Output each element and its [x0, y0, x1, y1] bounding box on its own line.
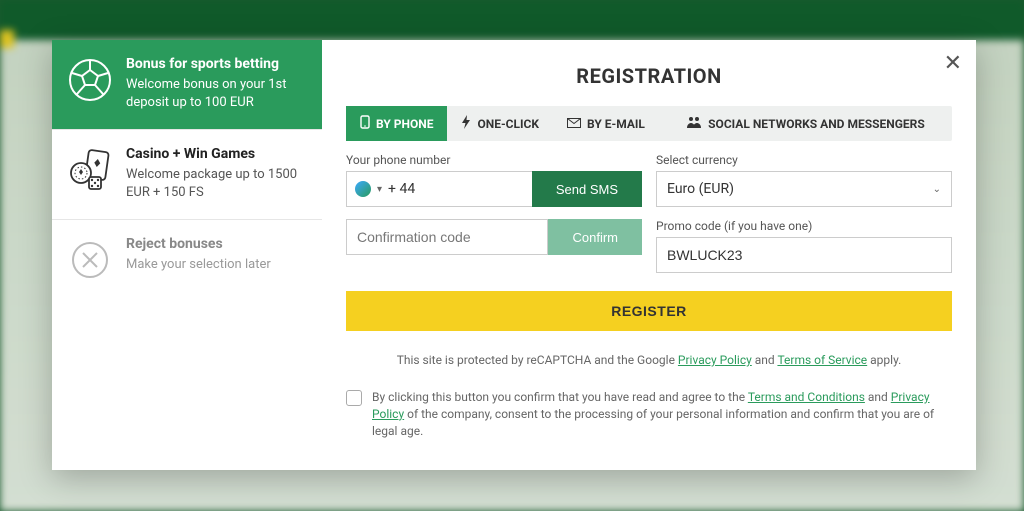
promo-code-input[interactable]: [656, 237, 952, 273]
bonus-card-casino[interactable]: Casino + Win Games Welcome package up to…: [52, 130, 322, 220]
bonus-title: Reject bonuses: [126, 236, 308, 252]
tab-label: BY PHONE: [376, 117, 433, 131]
tab-one-click[interactable]: ONE-CLICK: [447, 106, 553, 141]
registration-main: ✕ REGISTRATION BY PHONE ONE-CLICK BY E: [322, 40, 976, 470]
phone-label: Your phone number: [346, 153, 642, 167]
email-icon: [567, 117, 581, 131]
close-button[interactable]: ✕: [944, 50, 962, 76]
phone-icon: [360, 115, 370, 132]
bonus-title: Bonus for sports betting: [126, 56, 308, 72]
close-icon: ✕: [944, 50, 962, 75]
reject-icon: [66, 236, 114, 284]
lightning-icon: [461, 115, 471, 132]
phone-prefix-value: + 44: [388, 181, 415, 197]
tab-label: SOCIAL NETWORKS AND MESSENGERS: [708, 117, 925, 131]
tab-label: BY E-MAIL: [587, 117, 645, 131]
modal-heading: REGISTRATION: [346, 64, 952, 88]
currency-select[interactable]: Euro (EUR) ⌄: [656, 171, 952, 207]
bonus-card-reject[interactable]: Reject bonuses Make your selection later: [52, 220, 322, 302]
globe-icon: [355, 181, 371, 197]
recaptcha-notice: This site is protected by reCAPTCHA and …: [346, 353, 952, 367]
bonus-desc: Make your selection later: [126, 256, 308, 274]
agree-text: By clicking this button you confirm that…: [372, 389, 952, 439]
phone-country-selector[interactable]: ▾ + 44: [346, 171, 532, 207]
confirm-button[interactable]: Confirm: [548, 219, 642, 255]
confirmation-code-input[interactable]: [346, 219, 548, 255]
bonus-desc: Welcome package up to 1500 EUR + 150 FS: [126, 166, 308, 201]
currency-value: Euro (EUR): [667, 181, 734, 197]
chevron-down-icon: ▾: [377, 184, 382, 195]
chevron-down-icon: ⌄: [933, 184, 941, 195]
currency-label: Select currency: [656, 153, 952, 167]
recaptcha-terms-link[interactable]: Terms of Service: [777, 353, 867, 367]
social-icon: [686, 116, 702, 131]
bonus-sidebar: Bonus for sports betting Welcome bonus o…: [52, 40, 322, 470]
tab-by-email[interactable]: BY E-MAIL: [553, 106, 659, 141]
promo-label: Promo code (if you have one): [656, 219, 952, 233]
bonus-desc: Welcome bonus on your 1st deposit up to …: [126, 76, 308, 111]
send-sms-button[interactable]: Send SMS: [532, 171, 642, 207]
tab-by-phone[interactable]: BY PHONE: [346, 106, 447, 141]
registration-modal: Bonus for sports betting Welcome bonus o…: [52, 40, 976, 470]
register-button[interactable]: REGISTER: [346, 291, 952, 331]
recaptcha-privacy-link[interactable]: Privacy Policy: [678, 353, 752, 367]
tab-label: ONE-CLICK: [477, 117, 539, 131]
terms-link[interactable]: Terms and Conditions: [748, 390, 865, 404]
soccer-ball-icon: [66, 56, 114, 104]
tab-social[interactable]: SOCIAL NETWORKS AND MESSENGERS: [659, 106, 952, 141]
bonus-card-sports[interactable]: Bonus for sports betting Welcome bonus o…: [52, 40, 322, 130]
casino-icon: [66, 146, 114, 194]
agree-checkbox[interactable]: [346, 390, 362, 406]
bonus-title: Casino + Win Games: [126, 146, 308, 162]
registration-tabs: BY PHONE ONE-CLICK BY E-MAIL SOCIAL NETW…: [346, 106, 952, 141]
